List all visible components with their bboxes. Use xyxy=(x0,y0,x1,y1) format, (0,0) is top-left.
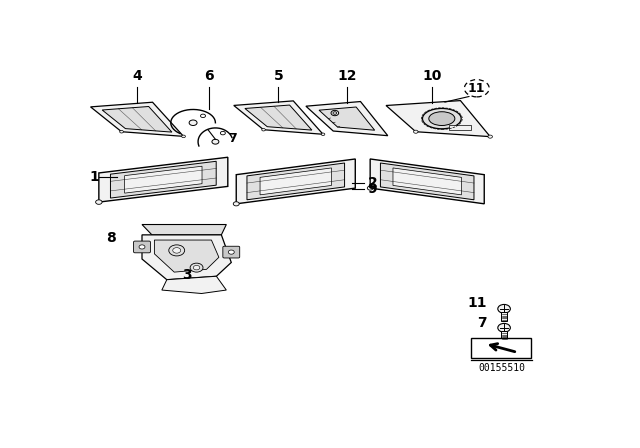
Text: 7: 7 xyxy=(228,132,237,145)
Circle shape xyxy=(488,135,492,138)
Circle shape xyxy=(173,248,180,253)
Text: 5: 5 xyxy=(273,69,284,83)
Circle shape xyxy=(413,130,418,133)
Polygon shape xyxy=(247,163,344,200)
FancyBboxPatch shape xyxy=(134,241,150,253)
Polygon shape xyxy=(90,102,184,136)
Circle shape xyxy=(333,112,337,114)
Text: 1: 1 xyxy=(89,170,99,184)
Polygon shape xyxy=(154,240,219,272)
Polygon shape xyxy=(162,276,227,293)
Circle shape xyxy=(120,130,124,133)
Text: 4: 4 xyxy=(132,69,142,83)
FancyBboxPatch shape xyxy=(223,246,240,258)
Circle shape xyxy=(233,202,239,206)
Text: 8: 8 xyxy=(106,231,116,245)
Text: 11: 11 xyxy=(468,82,486,95)
Circle shape xyxy=(220,131,225,135)
Ellipse shape xyxy=(422,108,461,129)
Text: 9: 9 xyxy=(367,182,378,196)
Ellipse shape xyxy=(429,112,455,125)
FancyBboxPatch shape xyxy=(449,125,470,130)
Circle shape xyxy=(169,245,185,256)
Circle shape xyxy=(200,114,205,117)
Circle shape xyxy=(321,133,325,135)
Polygon shape xyxy=(99,157,228,202)
Circle shape xyxy=(228,250,234,254)
Circle shape xyxy=(262,129,266,131)
Circle shape xyxy=(182,135,186,138)
Circle shape xyxy=(498,305,510,313)
Circle shape xyxy=(190,263,203,272)
Circle shape xyxy=(139,245,145,249)
Circle shape xyxy=(367,186,373,190)
Polygon shape xyxy=(111,161,216,198)
Circle shape xyxy=(465,80,489,97)
Polygon shape xyxy=(234,101,323,134)
Polygon shape xyxy=(319,107,374,130)
FancyBboxPatch shape xyxy=(501,312,507,321)
Text: 10: 10 xyxy=(422,69,442,83)
Circle shape xyxy=(331,110,339,116)
Polygon shape xyxy=(260,168,332,195)
Polygon shape xyxy=(102,107,172,132)
Text: 7: 7 xyxy=(477,316,486,330)
Polygon shape xyxy=(125,166,202,193)
Text: 12: 12 xyxy=(337,69,356,83)
Text: 3: 3 xyxy=(182,267,191,281)
Text: 2: 2 xyxy=(367,176,378,190)
FancyBboxPatch shape xyxy=(471,338,531,358)
Text: 11: 11 xyxy=(467,296,486,310)
Polygon shape xyxy=(380,163,474,200)
Text: 00155510: 00155510 xyxy=(478,363,525,373)
Circle shape xyxy=(212,139,219,144)
Polygon shape xyxy=(236,159,355,204)
Circle shape xyxy=(189,120,197,125)
Text: 6: 6 xyxy=(204,69,214,83)
Polygon shape xyxy=(386,101,490,137)
Polygon shape xyxy=(142,224,227,235)
Polygon shape xyxy=(370,159,484,204)
Polygon shape xyxy=(142,235,231,280)
Circle shape xyxy=(193,265,200,270)
Circle shape xyxy=(498,323,510,332)
Polygon shape xyxy=(306,102,388,136)
Circle shape xyxy=(95,200,102,204)
Polygon shape xyxy=(245,105,312,130)
FancyBboxPatch shape xyxy=(501,331,507,340)
Polygon shape xyxy=(393,168,461,195)
